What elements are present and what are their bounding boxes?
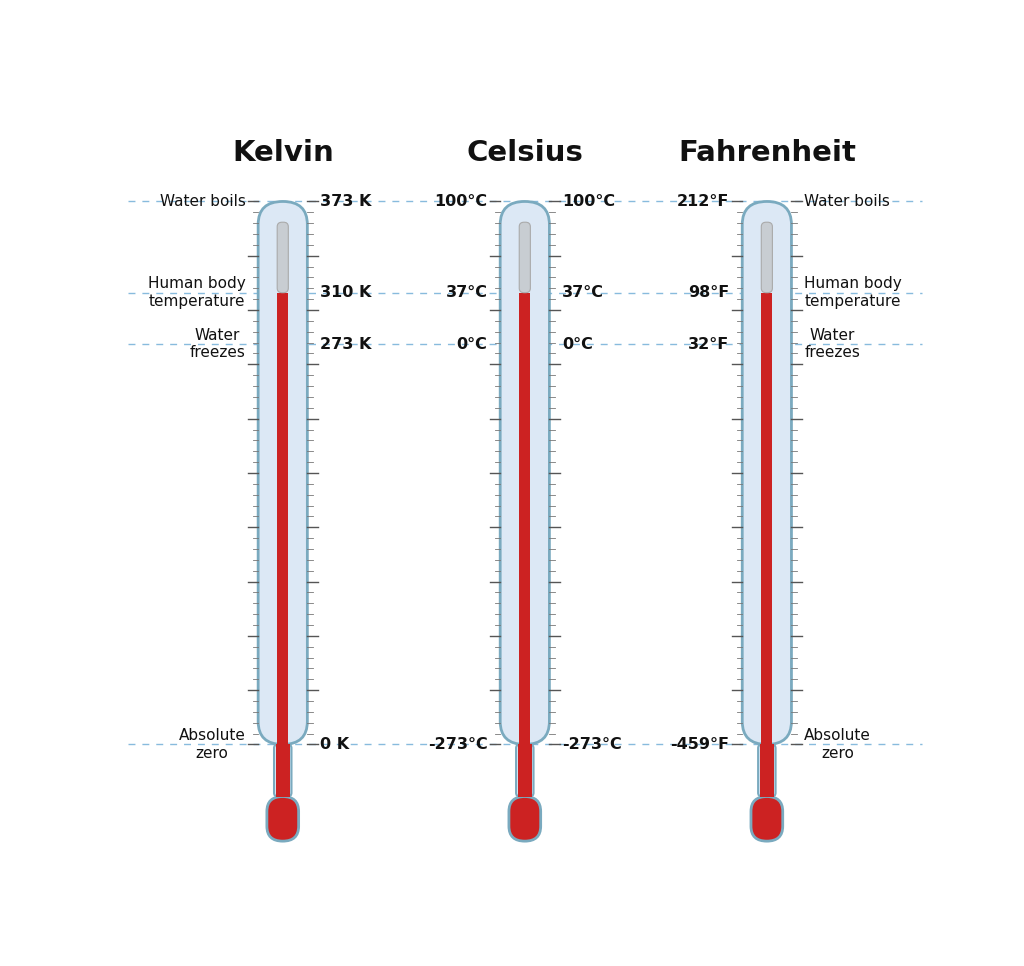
Text: 273 K: 273 K [321,337,372,352]
Text: Fahrenheit: Fahrenheit [678,139,856,167]
Text: Water boils: Water boils [804,194,890,209]
FancyBboxPatch shape [761,222,772,293]
Text: Absolute
zero: Absolute zero [178,728,246,760]
Text: Water boils: Water boils [160,194,246,209]
Text: 100°C: 100°C [562,194,615,209]
Bar [278,293,289,745]
Text: 32°F: 32°F [688,337,729,352]
FancyBboxPatch shape [509,797,541,841]
Text: 98°F: 98°F [688,285,729,300]
FancyBboxPatch shape [278,222,289,293]
Text: Human body
temperature: Human body temperature [804,276,902,309]
Text: Celsius: Celsius [466,139,584,167]
Text: 0 K: 0 K [321,737,349,752]
FancyBboxPatch shape [274,745,292,797]
Text: -273°C: -273°C [428,737,487,752]
Text: 0°C: 0°C [562,337,593,352]
Text: 310 K: 310 K [321,285,372,300]
FancyBboxPatch shape [742,202,792,745]
Text: -273°C: -273°C [562,737,622,752]
FancyBboxPatch shape [519,222,530,293]
Text: Water
freezes: Water freezes [804,328,860,360]
Bar [275,745,290,797]
Bar [761,293,772,745]
Bar [519,293,530,745]
Text: Absolute
zero: Absolute zero [804,728,871,760]
Text: -459°F: -459°F [671,737,729,752]
Text: 212°F: 212°F [677,194,729,209]
Text: 37°C: 37°C [562,285,604,300]
Text: Kelvin: Kelvin [231,139,334,167]
FancyBboxPatch shape [258,202,307,745]
Text: Human body
temperature: Human body temperature [147,276,246,309]
Bar [518,745,531,797]
FancyBboxPatch shape [500,202,550,745]
FancyBboxPatch shape [267,797,299,841]
Text: 0°C: 0°C [457,337,487,352]
FancyBboxPatch shape [516,745,534,797]
Text: Water
freezes: Water freezes [189,328,246,360]
FancyBboxPatch shape [758,745,775,797]
FancyBboxPatch shape [751,797,782,841]
Text: 100°C: 100°C [434,194,487,209]
Text: 37°C: 37°C [445,285,487,300]
Text: 373 K: 373 K [321,194,372,209]
Bar [760,745,774,797]
